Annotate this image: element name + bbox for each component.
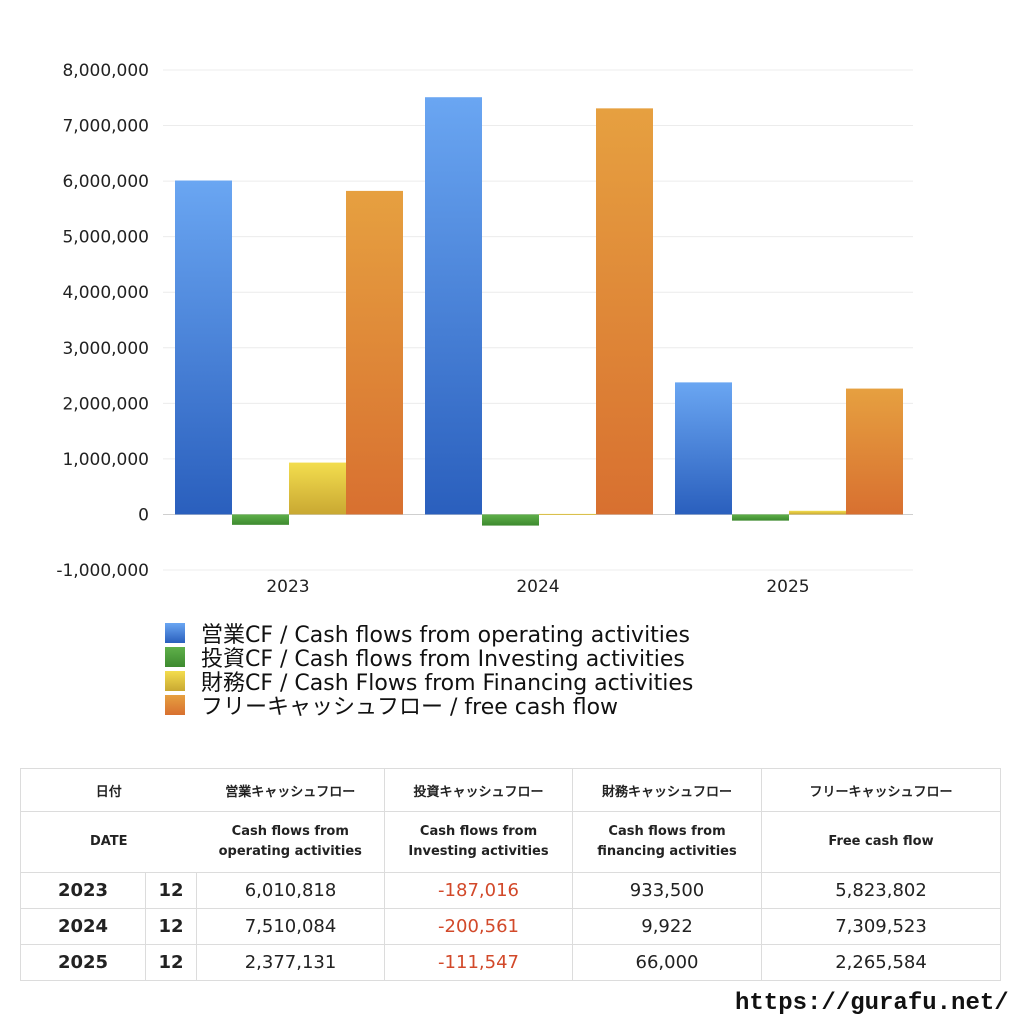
- row-investing: -187,016: [384, 872, 574, 909]
- table-header-en: DATE Cash flows from operating activities…: [19, 811, 1002, 873]
- y-tick-label: 7,000,000: [62, 117, 149, 137]
- bars: [175, 97, 903, 526]
- x-tick-label: 2024: [516, 577, 559, 597]
- bar-2025-series-0: [675, 382, 732, 515]
- cash-flow-bar-chart: 8,000,000 7,000,000 6,000,000 5,000,000 4,00…: [56, 61, 913, 597]
- legend-swatch-operating: [165, 623, 185, 643]
- row-free: 5,823,802: [761, 872, 1002, 909]
- row-financing: 9,922: [572, 908, 763, 945]
- row-free: 7,309,523: [761, 908, 1002, 945]
- y-tick-label: 8,000,000: [62, 61, 149, 81]
- header-operating-en: Cash flows from operating activities: [196, 811, 386, 873]
- x-axis: 2023 2024 2025: [266, 577, 809, 597]
- row-financing: 66,000: [572, 944, 763, 981]
- legend-label-financing: 財務CF / Cash Flows from Financing activit…: [201, 671, 694, 696]
- table-header-jp: 日付 営業キャッシュフロー 投資キャッシュフロー 財務キャッシュフロー フリーキ…: [19, 768, 1002, 812]
- bar-2025-series-1: [732, 514, 789, 521]
- y-tick-label: 4,000,000: [62, 283, 149, 303]
- table-row: 2024 12 7,510,084 -200,561 9,922 7,309,5…: [20, 908, 1002, 945]
- legend-swatch-financing: [165, 671, 185, 691]
- row-year: 2025: [20, 944, 146, 981]
- row-month: 12: [144, 944, 198, 981]
- row-investing: -111,547: [384, 944, 574, 981]
- legend-swatch-free: [165, 695, 185, 715]
- header-operating-en-line2: operating activities: [218, 844, 362, 859]
- legend-label-investing: 投資CF / Cash flows from Investing activit…: [201, 647, 685, 672]
- bar-2023-series-3: [346, 190, 403, 515]
- header-date-jp: 日付: [19, 768, 197, 812]
- legend-item-investing: 投資CF / Cash flows from Investing activit…: [165, 645, 693, 672]
- bar-2025-series-3: [846, 388, 903, 515]
- legend-label-free: フリーキャッシュフロー / free cash flow: [201, 695, 619, 720]
- header-investing-en: Cash flows from Investing activities: [384, 811, 574, 873]
- legend-label-operating: 営業CF / Cash flows from operating activit…: [201, 623, 690, 648]
- legend-item-operating: 営業CF / Cash flows from operating activit…: [165, 621, 693, 648]
- header-investing-en-line2: Investing activities: [408, 844, 549, 859]
- legend-swatch-investing: [165, 647, 185, 667]
- table-row: 2023 12 6,010,818 -187,016 933,500 5,823…: [20, 872, 1002, 909]
- y-tick-label: 1,000,000: [62, 450, 149, 470]
- bar-2023-series-1: [232, 514, 289, 525]
- bar-2024-series-1: [482, 514, 539, 526]
- x-tick-label: 2023: [266, 577, 309, 597]
- row-month: 12: [144, 908, 198, 945]
- row-free: 2,265,584: [761, 944, 1002, 981]
- y-tick-label: 6,000,000: [62, 172, 149, 192]
- row-month: 12: [144, 872, 198, 909]
- y-tick-label: -1,000,000: [56, 561, 149, 581]
- y-tick-label: 3,000,000: [62, 339, 149, 359]
- y-axis: 8,000,000 7,000,000 6,000,000 5,000,000 4,00…: [56, 61, 149, 581]
- header-financing-en-line2: financing activities: [597, 844, 737, 859]
- x-tick-label: 2025: [766, 577, 809, 597]
- header-date-en: DATE: [19, 811, 197, 873]
- bar-2024-series-2: [539, 513, 596, 515]
- grid-lines: [163, 69, 913, 571]
- bar-2024-series-0: [425, 97, 482, 515]
- bar-2023-series-2: [289, 462, 346, 515]
- row-financing: 933,500: [572, 872, 763, 909]
- header-free-jp: フリーキャッシュフロー: [761, 768, 1002, 812]
- header-free-en: Free cash flow: [761, 811, 1002, 873]
- row-operating: 2,377,131: [196, 944, 386, 981]
- row-operating: 7,510,084: [196, 908, 386, 945]
- row-year: 2024: [20, 908, 146, 945]
- legend-item-free: フリーキャッシュフロー / free cash flow: [165, 693, 693, 720]
- source-link[interactable]: https://gurafu.net/: [735, 990, 1009, 1017]
- row-investing: -200,561: [384, 908, 574, 945]
- y-tick-label: 2,000,000: [62, 394, 149, 414]
- y-tick-label: 0: [138, 505, 149, 525]
- bar-2024-series-3: [596, 108, 653, 515]
- header-investing-en-line1: Cash flows from: [419, 824, 538, 839]
- header-operating-en-line1: Cash flows from: [231, 824, 349, 839]
- cash-flow-table: 日付 営業キャッシュフロー 投資キャッシュフロー 財務キャッシュフロー フリーキ…: [19, 768, 1002, 981]
- row-year: 2023: [20, 872, 146, 909]
- legend: 営業CF / Cash flows from operating activit…: [165, 621, 693, 720]
- table-row: 2025 12 2,377,131 -111,547 66,000 2,265,…: [20, 944, 1002, 981]
- legend-item-financing: 財務CF / Cash Flows from Financing activit…: [165, 669, 693, 696]
- bar-2025-series-2: [789, 510, 846, 515]
- y-tick-label: 5,000,000: [62, 228, 149, 248]
- header-financing-en: Cash flows from financing activities: [572, 811, 763, 873]
- bar-2023-series-0: [175, 180, 232, 515]
- header-investing-jp: 投資キャッシュフロー: [384, 768, 574, 812]
- header-operating-jp: 営業キャッシュフロー: [196, 768, 386, 812]
- header-financing-en-line1: Cash flows from: [608, 824, 726, 839]
- header-financing-jp: 財務キャッシュフロー: [572, 768, 763, 812]
- row-operating: 6,010,818: [196, 872, 386, 909]
